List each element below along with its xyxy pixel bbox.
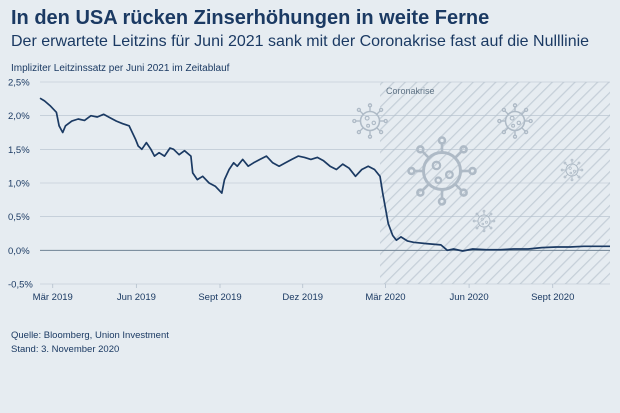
y-tick-label: 0,5%	[8, 212, 30, 223]
y-tick-label: 1,0%	[8, 179, 30, 190]
y-axis-ticks: 2,5% 2,0% 1,5% 1,0% 0,5% 0,0% -0,5%	[8, 78, 33, 291]
y-tick-label: 2,0%	[8, 111, 30, 122]
y-tick-label: 0,0%	[8, 246, 30, 257]
chart-title: In den USA rücken Zinserhöhungen in weit…	[11, 7, 490, 29]
x-tick-label: Mär 2020	[365, 292, 405, 303]
y-tick-label: 2,5%	[8, 78, 30, 89]
x-tick-label: Jun 2020	[450, 292, 489, 303]
coronakrise-label: Coronakrise	[386, 86, 435, 96]
x-tick-label: Jun 2019	[117, 292, 156, 303]
date-note: Stand: 3. November 2020	[11, 344, 120, 355]
grid	[40, 81, 610, 285]
y-tick-label: -0,5%	[8, 280, 33, 291]
chart-subtitle: Der erwartete Leitzins für Juni 2021 san…	[11, 33, 590, 50]
y-axis-caption: Impliziter Leitzinssatz per Juni 2021 im…	[11, 63, 230, 74]
x-tick-label: Sept 2020	[531, 292, 574, 303]
x-tick-label: Dez 2019	[282, 292, 323, 303]
virus-icon	[352, 103, 388, 139]
y-tick-label: 1,5%	[8, 145, 30, 156]
series-line	[39, 97, 610, 252]
x-axis-ticks: Mär 2019 Jun 2019 Sept 2019 Dez 2019 Mär 202…	[33, 284, 574, 303]
x-tick-label: Sept 2019	[198, 292, 241, 303]
source-note: Quelle: Bloomberg, Union Investment	[11, 330, 169, 341]
x-tick-label: Mär 2019	[33, 292, 73, 303]
